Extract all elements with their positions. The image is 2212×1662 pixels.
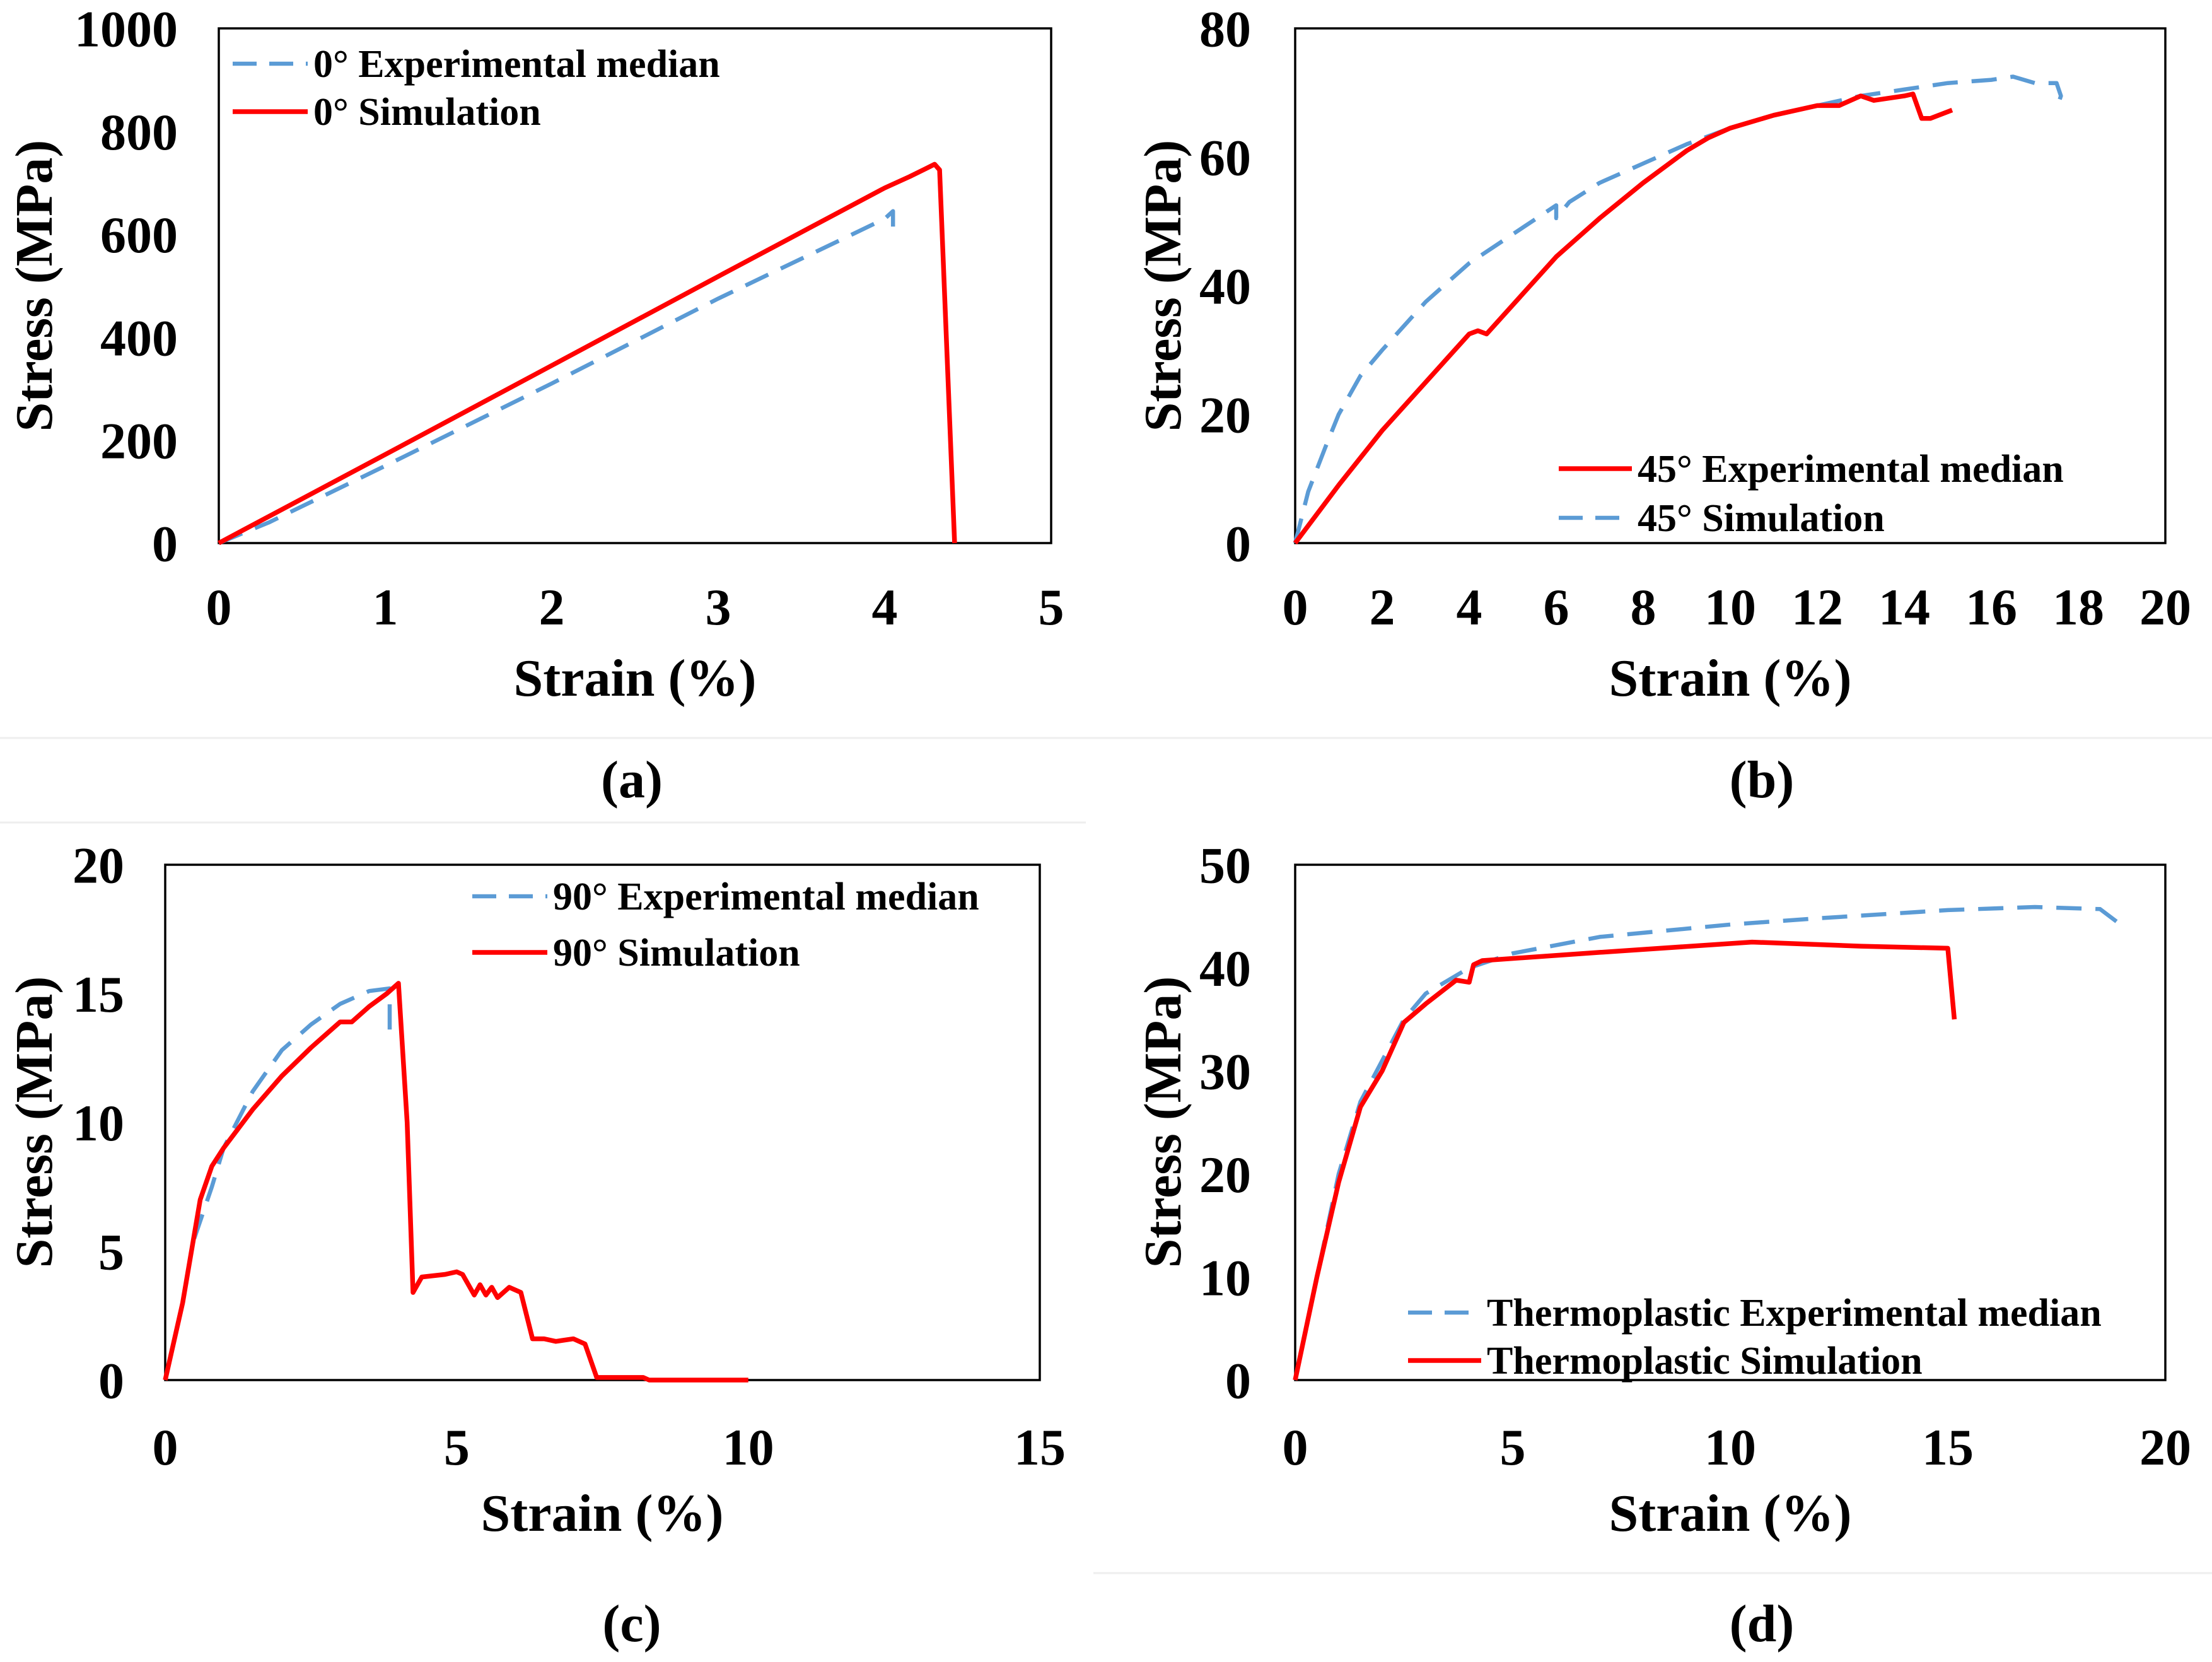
x-tick-label: 10 — [1704, 1419, 1756, 1476]
x-tick-label: 4 — [872, 578, 898, 636]
series-line-c-dashed — [192, 986, 392, 1239]
legend-label: 90° Experimental median — [553, 875, 979, 918]
x-tick-label: 0 — [206, 578, 232, 636]
y-tick-label: 0 — [1225, 1352, 1251, 1410]
panel-label: (a) — [601, 751, 663, 809]
y-tick-label: 20 — [73, 837, 124, 894]
y-tick-label: 80 — [1199, 1, 1251, 58]
chart-panel-d: 0 5 10 15 20 0 10 20 30 40 50 Strain (%) Stress (MPa… — [1134, 837, 2191, 1543]
x-tick-label: 5 — [1039, 578, 1064, 636]
legend-label: 0° Simulation — [313, 91, 541, 134]
x-tick-label: 1 — [373, 578, 399, 636]
y-tick-label: 1000 — [74, 1, 178, 58]
legend-c: 90° Experimental median 90° Simulation — [472, 875, 979, 974]
x-tick-label: 16 — [1965, 578, 2017, 636]
y-tick-label: 0 — [1225, 515, 1251, 573]
y-tick-label: 50 — [1199, 837, 1251, 894]
series-line-b-solid — [1293, 91, 1953, 545]
x-axis-title: Strain (%) — [481, 1484, 724, 1543]
series-line-a-dashed — [218, 209, 895, 546]
x-axis-title: Strain (%) — [1609, 649, 1852, 708]
series-line-c-solid — [163, 981, 748, 1383]
legend-label: Thermoplastic Simulation — [1487, 1340, 1923, 1383]
chart-panel-c: 0 5 10 15 0 5 10 15 20 Strain (%) Stress (MPa) 90° … — [5, 837, 1066, 1543]
chart-panel-b: 0 2 4 6 8 10 12 14 16 18 20 0 20 40 60 80 Strain (%) Stre… — [1134, 1, 2191, 708]
y-axis-title: Stress (MPa) — [1134, 140, 1192, 432]
x-tick-label: 4 — [1457, 578, 1482, 636]
x-tick-label: 18 — [2052, 578, 2104, 636]
y-tick-label: 200 — [100, 413, 178, 470]
y-tick-label: 40 — [1199, 940, 1251, 997]
x-tick-label: 14 — [1878, 578, 1930, 636]
legend-label: Thermoplastic Experimental median — [1487, 1292, 2102, 1335]
y-tick-label: 10 — [1199, 1249, 1251, 1306]
legend-label: 0° Experimental median — [313, 43, 720, 86]
x-tick-label: 5 — [444, 1419, 470, 1476]
x-tick-label: 0 — [1283, 578, 1308, 636]
x-tick-label: 10 — [1704, 578, 1756, 636]
y-tick-label: 400 — [100, 309, 178, 366]
x-tick-label: 2 — [1370, 578, 1395, 636]
x-tick-label: 15 — [1014, 1419, 1066, 1476]
x-tick-label: 12 — [1791, 578, 1843, 636]
y-tick-label: 20 — [1199, 387, 1251, 444]
panel-label: (c) — [602, 1595, 661, 1653]
plot-area-b — [1294, 27, 2167, 544]
panel-label: (d) — [1730, 1595, 1795, 1653]
y-tick-label: 600 — [100, 206, 178, 264]
x-tick-label: 10 — [723, 1419, 774, 1476]
x-tick-label: 6 — [1544, 578, 1569, 636]
x-axis-title: Strain (%) — [1609, 1484, 1852, 1543]
y-tick-label: 800 — [100, 103, 178, 161]
x-tick-label: 0 — [1283, 1419, 1308, 1476]
y-axis-title: Stress (MPa) — [1134, 976, 1192, 1268]
y-tick-label: 0 — [152, 515, 178, 573]
series-line-b-dashed — [1293, 74, 2063, 544]
y-tick-label: 30 — [1199, 1043, 1251, 1101]
legend-label: 45° Experimental median — [1638, 448, 2064, 491]
y-axis-title: Stress (MPa) — [5, 140, 64, 432]
x-tick-label: 5 — [1500, 1419, 1526, 1476]
plot-area-c — [164, 863, 1041, 1381]
y-tick-label: 10 — [73, 1094, 124, 1152]
y-tick-label: 20 — [1199, 1146, 1251, 1203]
panel-label: (b) — [1730, 751, 1795, 809]
x-axis-title: Strain (%) — [514, 649, 757, 708]
y-tick-label: 40 — [1199, 258, 1251, 315]
x-tick-label: 20 — [2139, 578, 2191, 636]
x-tick-label: 15 — [1922, 1419, 1974, 1476]
legend-d: Thermoplastic Experimental median Thermop… — [1408, 1292, 2102, 1383]
plot-area-d — [1294, 863, 2167, 1381]
y-tick-label: 5 — [98, 1223, 124, 1280]
x-tick-label: 0 — [153, 1419, 178, 1476]
legend-a: 0° Experimental median 0° Simulation — [233, 43, 720, 134]
legend-label: 90° Simulation — [553, 932, 800, 974]
y-tick-label: 0 — [98, 1352, 124, 1410]
y-axis-title: Stress (MPa) — [5, 976, 64, 1268]
legend-label: 45° Simulation — [1638, 497, 1885, 540]
x-tick-label: 20 — [2139, 1419, 2191, 1476]
series-line-a-solid — [218, 161, 957, 546]
x-tick-label: 3 — [706, 578, 731, 636]
y-tick-label: 15 — [73, 966, 124, 1023]
chart-panel-a: 0 1 2 3 4 5 0 200 400 600 800 1000 Strain (%) Stress … — [5, 1, 1064, 708]
plot-area-a — [218, 27, 1052, 544]
y-tick-label: 60 — [1199, 129, 1251, 187]
legend-b: 45° Experimental median 45° Simulation — [1559, 448, 2064, 540]
series-line-d-solid — [1293, 939, 1957, 1381]
x-tick-label: 2 — [539, 578, 565, 636]
x-tick-label: 8 — [1631, 578, 1656, 636]
